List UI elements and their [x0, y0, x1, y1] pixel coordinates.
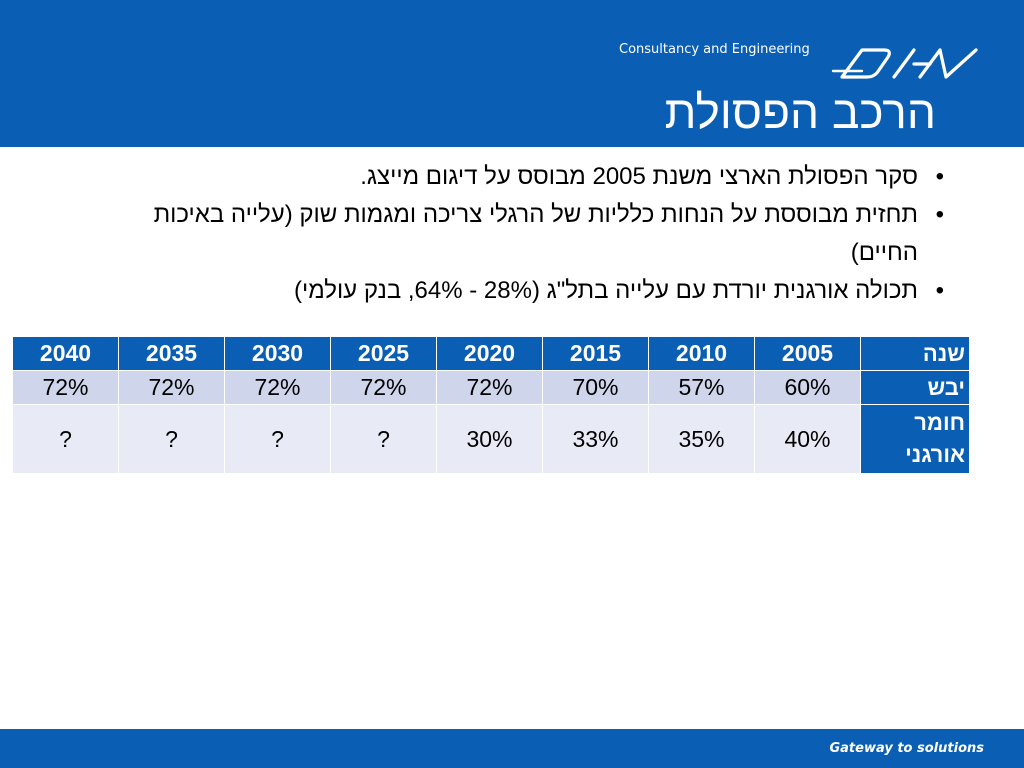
bullet-list: סקר הפסולת הארצי משנת 2005 מבוסס על דיגו… — [84, 158, 944, 310]
bullet-item: תכולה אורגנית יורדת עם עלייה בתל"ג (28% … — [84, 272, 944, 310]
year-cell: 2020 — [436, 336, 543, 371]
table-row: חומר אורגני 40% 35% 33% 30% ? ? ? ? — [12, 404, 970, 474]
bullet-item: תחזית מבוססת על הנחות כלליות של הרגלי צר… — [84, 196, 944, 272]
year-cell: 2025 — [330, 336, 437, 371]
footer-slogan: Gateway to solutions — [829, 741, 984, 756]
row-label-dry: יבש — [860, 370, 970, 405]
dhv-logo-icon — [831, 48, 978, 79]
row-label-year: שנה — [860, 336, 970, 371]
year-cell: 2035 — [118, 336, 225, 371]
year-cell: 2010 — [648, 336, 755, 371]
table-row: יבש 60% 57% 70% 72% 72% 72% 72% 72% — [12, 370, 970, 405]
row-label-organic: חומר אורגני — [860, 404, 970, 474]
table-cell: 72% — [12, 370, 119, 405]
year-cell: 2015 — [542, 336, 649, 371]
year-cell: 2040 — [12, 336, 119, 371]
table-header-row: שנה 2005 2010 2015 2020 2025 2030 2035 2… — [12, 336, 970, 371]
table-cell: 30% — [436, 404, 543, 474]
table-cell: 35% — [648, 404, 755, 474]
slide-title: הרכב הפסולת — [664, 86, 936, 138]
table-cell: 72% — [436, 370, 543, 405]
table-cell: 72% — [330, 370, 437, 405]
table-cell: ? — [118, 404, 225, 474]
table-cell: 40% — [754, 404, 861, 474]
year-cell: 2030 — [224, 336, 331, 371]
tagline: Consultancy and Engineering — [619, 42, 810, 57]
table-cell: 57% — [648, 370, 755, 405]
bullet-item: סקר הפסולת הארצי משנת 2005 מבוסס על דיגו… — [84, 158, 944, 196]
header-bar: Consultancy and Engineering הרכב הפסולת — [0, 0, 1024, 147]
table-cell: ? — [330, 404, 437, 474]
table-cell: 60% — [754, 370, 861, 405]
year-cell: 2005 — [754, 336, 861, 371]
waste-composition-table: שנה 2005 2010 2015 2020 2025 2030 2035 2… — [12, 336, 970, 474]
footer-bar: Gateway to solutions — [0, 729, 1024, 768]
table-cell: 70% — [542, 370, 649, 405]
table-cell: 72% — [224, 370, 331, 405]
table-cell: ? — [12, 404, 119, 474]
table-cell: 72% — [118, 370, 225, 405]
table-cell: 33% — [542, 404, 649, 474]
table-cell: ? — [224, 404, 331, 474]
